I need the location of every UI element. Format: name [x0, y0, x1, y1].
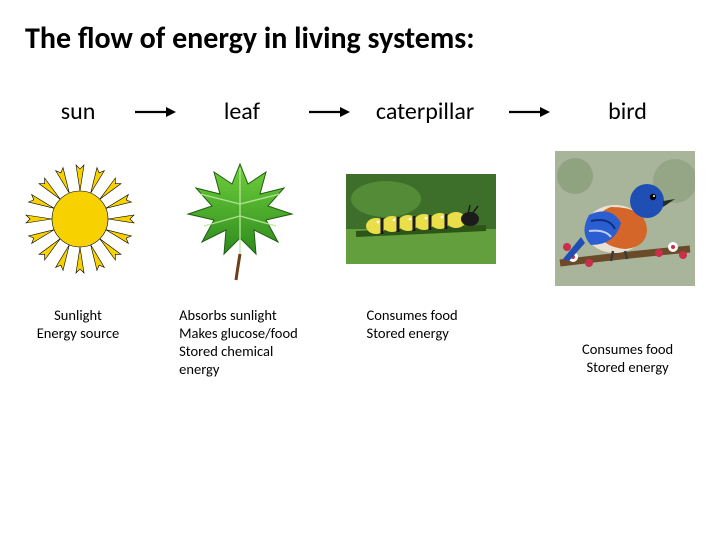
label-bird: bird — [608, 97, 647, 126]
label-caterpillar: caterpillar — [376, 97, 474, 126]
page-title: The flow of energy in living systems: — [25, 20, 695, 57]
label-sun: sun — [61, 97, 96, 126]
leaf-image — [180, 154, 300, 284]
caterpillar-image — [346, 174, 496, 264]
sun-image — [25, 159, 135, 279]
arrow-1 — [131, 106, 179, 118]
label-leaf: leaf — [224, 97, 260, 126]
desc-caterpillar: Consumes food Stored energy — [367, 306, 458, 342]
labels-row: sun leaf caterpillar bird — [25, 97, 695, 126]
desc-sun: Sunlight Energy source — [37, 306, 120, 342]
descriptions-row: Sunlight Energy source Absorbs sunlight … — [25, 306, 695, 379]
desc-bird: Consumes food Stored energy — [582, 340, 673, 376]
arrow-3 — [497, 106, 560, 118]
bird-image — [555, 151, 695, 286]
arrow-2 — [305, 106, 353, 118]
images-row — [25, 151, 695, 286]
desc-leaf: Absorbs sunlight Makes glucose/food Stor… — [179, 306, 304, 379]
